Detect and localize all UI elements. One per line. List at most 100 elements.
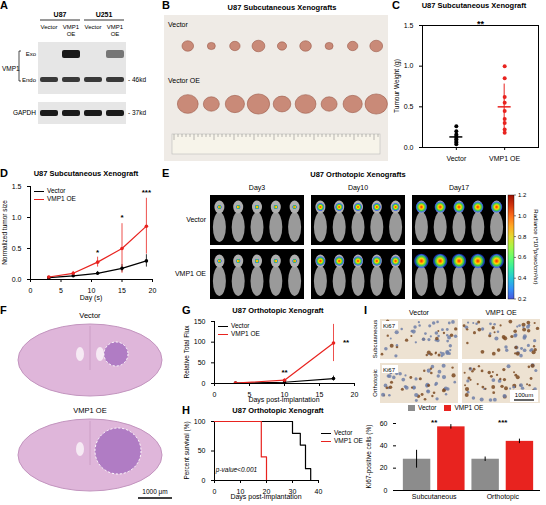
html-text:H: H [182,404,190,416]
svg-text:VMP1 OE: VMP1 OE [73,406,106,415]
svg-text:OE: OE [67,31,76,37]
svg-text:Orthotopic: Orthotopic [487,493,520,501]
svg-text:VMP1: VMP1 [107,24,124,30]
svg-text:20: 20 [380,464,388,471]
svg-text:Day17: Day17 [449,184,469,192]
svg-text:0: 0 [213,488,217,495]
svg-text:VMP1 OE: VMP1 OE [485,309,516,316]
svg-text:Vector: Vector [79,311,101,320]
svg-text:0: 0 [213,391,217,398]
svg-text:40: 40 [380,442,388,449]
svg-text:0: 0 [384,487,388,494]
svg-text:0.2: 0.2 [518,296,527,302]
svg-text:1.0: 1.0 [12,214,22,221]
svg-text:100: 100 [194,418,206,425]
html-text:E: E [162,167,170,179]
svg-text:60: 60 [380,420,388,427]
svg-text:Vector: Vector [186,216,207,223]
svg-text:1.0: 1.0 [518,213,527,219]
html-text:U87 Orthotopic Xenograft: U87 Orthotopic Xenograft [232,406,324,415]
svg-text:**: ** [281,368,288,377]
svg-text:10: 10 [236,488,245,496]
svg-text:1.5: 1.5 [12,183,22,190]
svg-text:20: 20 [262,488,271,496]
html-text:A: A [0,0,8,11]
svg-text:***: *** [142,188,152,197]
svg-text:Subcutaneous: Subcutaneous [412,493,457,500]
html-text:U87 Subcutaneous Xenograft: U87 Subcutaneous Xenograft [421,1,527,10]
svg-text:0: 0 [202,477,206,484]
svg-text:Day3: Day3 [249,184,265,192]
svg-text:U251: U251 [96,11,113,18]
svg-text:1000 μm: 1000 μm [142,488,167,496]
svg-text:100um: 100um [515,392,533,398]
svg-text:0.6: 0.6 [518,254,527,260]
svg-text:10: 10 [280,391,289,399]
svg-text:Exo: Exo [26,51,37,57]
svg-text:- 46kd: - 46kd [128,76,146,83]
svg-text:1.0: 1.0 [404,62,414,69]
svg-text:- 37kd: - 37kd [128,109,146,116]
svg-text:150: 150 [194,318,206,325]
svg-text:OE: OE [111,31,120,37]
svg-text:VMP1: VMP1 [63,24,80,30]
svg-text:*: * [120,213,124,222]
svg-text:Vector: Vector [446,155,467,162]
svg-text:Radiance (*10⁹p/sec/cm²/sr): Radiance (*10⁹p/sec/cm²/sr) [533,209,539,284]
svg-text:0: 0 [29,287,33,294]
html-text:D: D [0,167,8,179]
svg-text:VMP1 OE: VMP1 OE [175,270,206,277]
svg-text:0.5: 0.5 [404,103,414,110]
html-text:Day (s): Day (s) [79,294,103,301]
svg-text:**: ** [477,19,485,29]
svg-text:Endo: Endo [22,77,37,83]
svg-text:U87 Orthotopic Xenografts: U87 Orthotopic Xenografts [310,170,405,179]
svg-text:VMP1 OE: VMP1 OE [489,155,520,162]
html-text:G: G [182,304,191,316]
html-text:U87 Subcutaneous Xenograft: U87 Subcutaneous Xenograft [33,169,139,178]
html-text:C: C [392,0,400,11]
html-text:Normalized tumor size: Normalized tumor size [1,200,8,265]
svg-text:20: 20 [149,287,157,294]
svg-text:0.0: 0.0 [12,276,22,283]
html-text:B: B [162,0,170,11]
svg-text:0.8: 0.8 [518,234,527,240]
svg-text:Ki67: Ki67 [383,367,396,373]
svg-text:50: 50 [198,447,206,454]
svg-text:0.4: 0.4 [518,275,527,281]
svg-text:10: 10 [88,287,96,294]
svg-text:5: 5 [59,287,63,294]
svg-text:50: 50 [198,359,206,366]
svg-text:0.5: 0.5 [12,245,22,252]
svg-text:***: *** [498,418,508,427]
svg-text:15: 15 [315,391,324,399]
svg-text:Vector: Vector [168,21,189,28]
svg-text:100: 100 [194,338,206,345]
svg-text:U87 Subcutaneous Xenografts: U87 Subcutaneous Xenografts [228,3,337,12]
svg-text:VMP1: VMP1 [2,65,20,72]
html-text:U87 Orthotopic Xenograft: U87 Orthotopic Xenograft [232,306,324,315]
svg-text:Vector: Vector [84,24,101,30]
svg-text:Vector: Vector [40,24,57,30]
svg-text:Day10: Day10 [348,184,368,192]
svg-text:Orthotopic: Orthotopic [372,369,378,397]
svg-text:**: ** [343,338,350,347]
svg-text:30: 30 [288,488,297,496]
svg-text:Ki67: Ki67 [383,323,396,329]
svg-text:40: 40 [315,488,323,495]
svg-text:Vector OE: Vector OE [168,77,200,84]
svg-text:20: 20 [351,391,359,398]
svg-text:*: * [96,248,100,257]
svg-text:Vector: Vector [409,309,430,316]
svg-text:U87: U87 [54,11,67,18]
svg-text:15: 15 [118,287,126,294]
svg-text:**: ** [431,418,438,427]
svg-text:0.0: 0.0 [404,144,414,151]
svg-text:0: 0 [202,380,206,387]
svg-text:Subcutaneous: Subcutaneous [372,320,378,358]
svg-text:p-value<0.001: p-value<0.001 [215,466,258,474]
svg-text:1.5: 1.5 [404,22,414,29]
svg-text:1.2: 1.2 [518,192,527,198]
html-text:Tumour Weight (g): Tumour Weight (g) [393,59,400,113]
svg-text:GAPDH: GAPDH [13,109,36,116]
